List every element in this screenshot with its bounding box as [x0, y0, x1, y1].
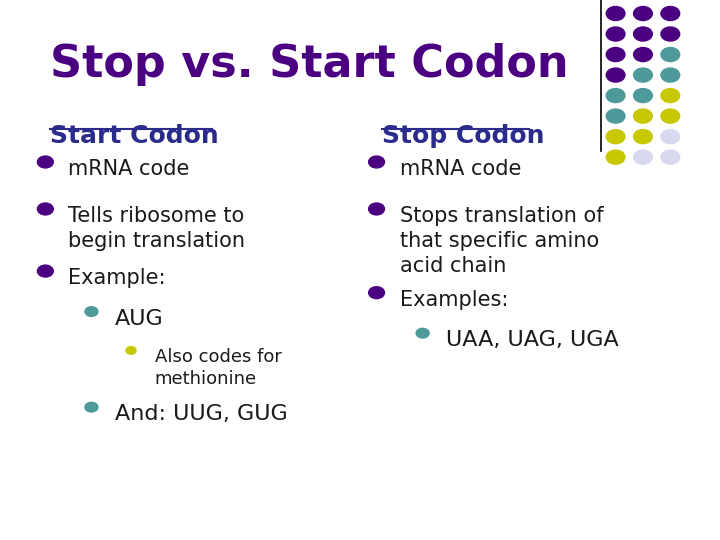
Circle shape [369, 287, 384, 299]
Circle shape [606, 68, 625, 82]
Circle shape [634, 109, 652, 123]
Circle shape [634, 68, 652, 82]
Text: AUG: AUG [115, 309, 164, 329]
Circle shape [85, 402, 98, 412]
Text: mRNA code: mRNA code [68, 159, 190, 179]
Circle shape [661, 109, 680, 123]
Text: Stop Codon: Stop Codon [382, 124, 544, 148]
Text: mRNA code: mRNA code [400, 159, 521, 179]
Text: Stops translation of
that specific amino
acid chain: Stops translation of that specific amino… [400, 206, 603, 276]
Text: And: UUG, GUG: And: UUG, GUG [115, 404, 288, 424]
Circle shape [126, 347, 136, 354]
Circle shape [634, 130, 652, 144]
Circle shape [634, 48, 652, 62]
Circle shape [606, 109, 625, 123]
Text: Example:: Example: [68, 268, 166, 288]
Circle shape [416, 328, 429, 338]
Circle shape [606, 6, 625, 21]
Circle shape [606, 27, 625, 41]
Circle shape [661, 130, 680, 144]
Circle shape [37, 265, 53, 277]
Circle shape [606, 130, 625, 144]
Circle shape [661, 89, 680, 103]
Circle shape [634, 150, 652, 164]
Circle shape [606, 150, 625, 164]
Circle shape [369, 156, 384, 168]
Circle shape [661, 6, 680, 21]
Text: Tells ribosome to
begin translation: Tells ribosome to begin translation [68, 206, 246, 251]
Text: UAA, UAG, UGA: UAA, UAG, UGA [446, 330, 619, 350]
Circle shape [606, 48, 625, 62]
Circle shape [661, 68, 680, 82]
Circle shape [37, 156, 53, 168]
Circle shape [661, 48, 680, 62]
Circle shape [634, 6, 652, 21]
Circle shape [37, 203, 53, 215]
Circle shape [606, 89, 625, 103]
Circle shape [661, 27, 680, 41]
Text: Start Codon: Start Codon [50, 124, 219, 148]
Circle shape [661, 150, 680, 164]
Text: Also codes for
methionine: Also codes for methionine [155, 348, 282, 388]
Text: Examples:: Examples: [400, 290, 508, 310]
Circle shape [634, 89, 652, 103]
Circle shape [85, 307, 98, 316]
Text: Stop vs. Start Codon: Stop vs. Start Codon [50, 43, 569, 86]
Circle shape [369, 203, 384, 215]
Circle shape [634, 27, 652, 41]
